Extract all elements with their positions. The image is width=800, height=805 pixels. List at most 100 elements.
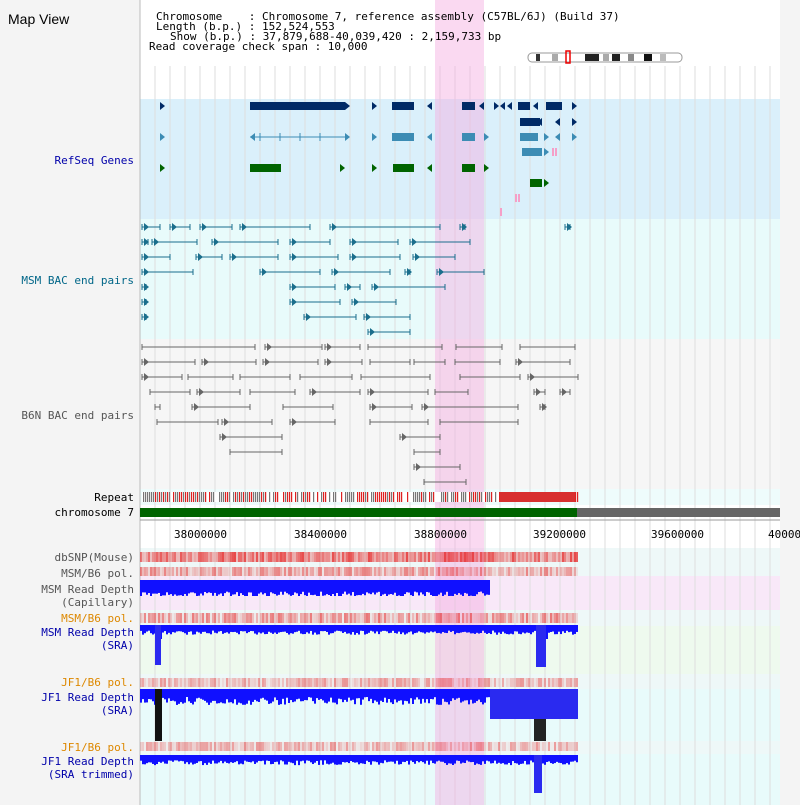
jf1-b6-pol-cell <box>500 742 502 751</box>
msm-b6-pol-cell <box>462 613 464 623</box>
bac-end-arrow <box>144 253 149 261</box>
repeat-element <box>351 492 353 502</box>
track-label-dbsnp[interactable]: dbSNP(Mouse) <box>54 551 134 564</box>
dbsnp-density-cell <box>508 552 510 562</box>
jf1-trim-depth-bar <box>188 755 190 765</box>
dbsnp-density-cell <box>544 552 546 562</box>
track-label-jf1-read-depth-trimmed[interactable]: JF1 Read Depth <box>41 755 134 768</box>
msm-b6-pol-cell <box>472 567 474 576</box>
gene-strand-arrow <box>537 118 542 126</box>
msm-sra-depth-bar <box>392 625 394 631</box>
jf1-trim-depth-bar <box>460 755 462 764</box>
msm-b6-pol-cell <box>424 567 426 576</box>
repeat-element <box>153 492 155 502</box>
jf1-b6-pol-cell <box>554 742 556 751</box>
jf1-sra-depth-bar <box>244 689 246 705</box>
repeat-element <box>255 492 257 502</box>
msm-capillary-depth-bar <box>436 580 438 596</box>
msm-capillary-depth-bar <box>364 580 366 596</box>
gene-strand-arrow <box>160 102 165 110</box>
msm-capillary-depth-bar <box>240 580 242 594</box>
track-label-chromosome[interactable]: chromosome 7 <box>54 506 134 519</box>
jf1-b6-pol-cell <box>322 678 324 687</box>
jf1-trim-depth-bar <box>270 755 272 765</box>
msm-capillary-depth-bar <box>432 580 434 596</box>
jf1-sra-depth-bar <box>146 689 148 703</box>
msm-b6-pol-cell <box>442 567 444 576</box>
track-label-msm-read-depth-sra[interactable]: MSM Read Depth <box>41 626 134 639</box>
repeat-element <box>181 492 183 502</box>
jf1-sra-depth-bar <box>290 689 292 701</box>
track-label-jf1-b6-pol[interactable]: JF1/B6 pol. <box>61 676 134 689</box>
jf1-b6-pol-cell <box>450 678 452 687</box>
jf1-trim-depth-bar <box>448 755 450 764</box>
track-label-msm-read-depth-capillary[interactable]: MSM Read Depth <box>41 583 134 596</box>
msm-b6-pol-cell <box>142 567 144 576</box>
jf1-b6-pol-cell <box>214 742 216 751</box>
jf1-trim-depth-bar <box>306 755 308 761</box>
msm-capillary-depth-bar <box>322 580 324 596</box>
msm-b6-pol-cell <box>520 613 522 623</box>
msm-sra-depth-bar <box>460 625 462 633</box>
msm-sra-depth-bar <box>362 625 364 631</box>
repeat-element <box>419 492 421 502</box>
msm-b6-pol-cell <box>394 613 396 623</box>
track-label-b6n-bac[interactable]: B6N BAC end pairs <box>21 409 134 422</box>
msm-b6-pol-cell <box>312 613 314 623</box>
axis-tick-label: 38000000 <box>174 528 227 541</box>
dbsnp-density-cell <box>396 552 398 562</box>
msm-b6-pol-cell <box>182 567 184 576</box>
repeat-element <box>399 492 401 502</box>
repeat-element <box>459 492 461 502</box>
jf1-trim-depth-bar <box>398 755 400 765</box>
msm-sra-depth-bar <box>330 625 332 634</box>
msm-sra-depth-bar <box>436 625 438 634</box>
jf1-b6-pol-cell <box>220 678 222 687</box>
msm-b6-pol-cell <box>226 613 228 623</box>
dbsnp-density-cell <box>392 552 394 562</box>
repeat-element <box>415 492 417 502</box>
track-label-jf1-read-depth-trimmed-sub: (SRA trimmed) <box>47 768 134 781</box>
jf1-b6-pol-cell <box>432 742 434 751</box>
msm-capillary-depth-bar <box>234 580 236 595</box>
msm-sra-background <box>140 626 780 674</box>
msm-b6-pol-cell <box>306 613 308 623</box>
jf1-b6-pol-cell <box>188 742 190 751</box>
msm-sra-depth-bar <box>520 625 522 635</box>
msm-b6-pol-cell <box>164 567 166 576</box>
jf1-b6-pol-cell <box>458 678 460 687</box>
jf1-trim-depth-bar <box>284 755 286 765</box>
track-label-jf1-b6-pol-2[interactable]: JF1/B6 pol. <box>61 741 134 754</box>
track-label-msm-b6-pol[interactable]: MSM/B6 pol. <box>61 567 134 580</box>
jf1-b6-pol-cell <box>224 678 226 687</box>
jf1-b6-pol-cell <box>482 678 484 687</box>
jf1-sra-depth-bar <box>442 689 444 699</box>
jf1-sra-depth-bar <box>404 689 406 701</box>
jf1-trim-depth-bar <box>434 755 436 764</box>
repeat-element <box>371 492 373 502</box>
msm-capillary-depth-bar <box>212 580 214 596</box>
jf1-b6-pol-cell <box>152 678 154 687</box>
msm-b6-pol-cell <box>274 613 276 623</box>
msm-b6-pol-cell <box>216 613 218 623</box>
jf1-b6-pol-cell <box>416 678 418 687</box>
msm-capillary-depth-bar <box>480 580 482 592</box>
msm-sra-depth-bar <box>242 625 244 632</box>
msm-capillary-depth-bar <box>162 580 164 596</box>
jf1-trim-depth-bar <box>274 755 276 762</box>
track-label-refseq-genes[interactable]: RefSeq Genes <box>54 154 134 167</box>
msm-sra-depth-bar <box>502 625 504 632</box>
dbsnp-density-cell <box>190 552 192 562</box>
msm-b6-pol-cell <box>436 567 438 576</box>
msm-b6-pol-cell <box>178 567 180 576</box>
msm-capillary-depth-bar <box>330 580 332 596</box>
track-label-jf1-read-depth-sra[interactable]: JF1 Read Depth <box>41 691 134 704</box>
track-label-msm-b6-pol-2[interactable]: MSM/B6 pol. <box>61 612 134 625</box>
repeat-element <box>409 492 411 502</box>
msm-b6-pol-cell <box>174 567 176 576</box>
track-label-msm-bac[interactable]: MSM BAC end pairs <box>21 274 134 287</box>
track-label-repeat[interactable]: Repeat <box>94 491 134 504</box>
repeat-element <box>173 492 175 502</box>
jf1-b6-pol-cell <box>142 678 144 687</box>
